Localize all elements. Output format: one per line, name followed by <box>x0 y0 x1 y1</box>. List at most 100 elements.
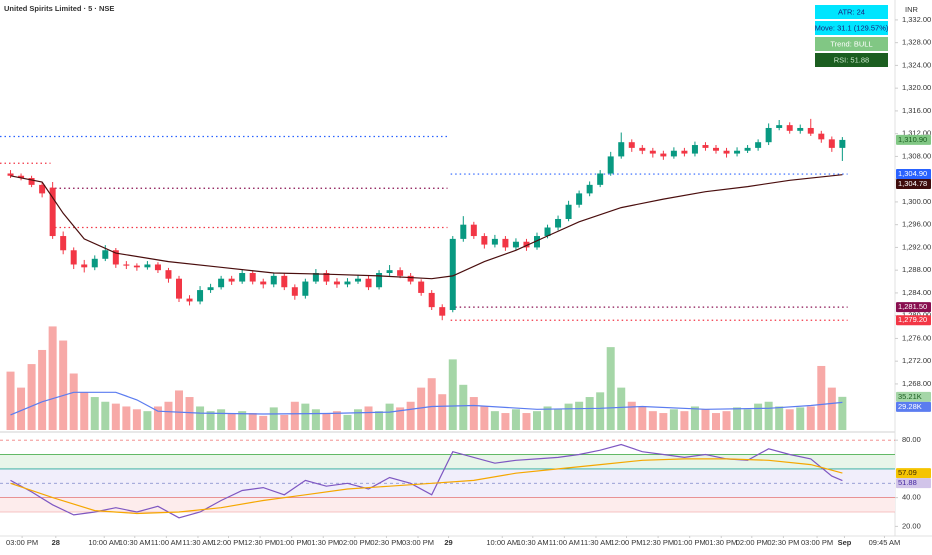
y-tick-label: 1,328.00 <box>902 38 931 47</box>
volume-bar <box>754 403 763 430</box>
info-box-label: RSI: 51.88 <box>834 55 869 64</box>
volume-bar <box>290 401 299 430</box>
x-tick-label: 01:30 PM <box>307 538 339 547</box>
candle-body <box>565 204 572 219</box>
x-tick-label: 02:00 PM <box>736 538 768 547</box>
x-tick-label: 10:00 AM <box>486 538 518 547</box>
price-tag <box>896 391 931 402</box>
info-box <box>815 37 888 51</box>
price-tag <box>896 468 931 479</box>
candle-body <box>523 241 530 248</box>
volume-bar <box>775 406 784 430</box>
price-tag-label: 35.21K <box>898 392 922 401</box>
price-tag <box>896 179 931 190</box>
price-tag-label: 51.88 <box>898 478 917 487</box>
volume-bar <box>111 403 120 430</box>
candle-body <box>755 142 762 148</box>
volume-bar <box>796 407 805 430</box>
volume-bar <box>806 406 815 430</box>
x-tick-label: 01:00 PM <box>674 538 706 547</box>
candle-body <box>818 133 825 140</box>
y-tick-label: 1,296.00 <box>902 220 931 229</box>
x-tick-label: 01:00 PM <box>276 538 308 547</box>
volume-bar <box>438 394 447 430</box>
candle-body <box>291 287 298 296</box>
rsi-band <box>0 497 895 513</box>
y-tick-label: 1,312.00 <box>902 129 931 138</box>
candle-body <box>407 275 414 282</box>
candle-body <box>81 264 88 268</box>
candle-body <box>534 236 540 248</box>
candle-body <box>723 150 730 154</box>
candle-body <box>165 270 172 279</box>
candle-body <box>270 275 277 285</box>
candle-body <box>639 147 646 151</box>
volume-bar <box>59 340 68 430</box>
volume-bar <box>332 411 341 430</box>
candle-body <box>228 278 235 282</box>
candle-body <box>365 278 372 288</box>
y-tick-label: 20.00 <box>902 521 921 530</box>
candle-body <box>839 139 846 148</box>
candle-body <box>576 193 583 205</box>
x-tick-label: 12:00 PM <box>610 538 642 547</box>
candle-body <box>355 278 361 282</box>
candle-body <box>786 125 793 131</box>
candle-body <box>39 184 46 194</box>
volume-bar <box>638 406 647 430</box>
x-tick-label: 03:00 PM <box>6 538 38 547</box>
price-tag-label: 1,279.20 <box>898 315 927 324</box>
y-tick-label: 1,280.00 <box>902 311 931 320</box>
candle-body <box>312 273 319 282</box>
volume-bar <box>585 397 594 430</box>
price-tag <box>896 302 931 313</box>
y-tick-label: 1,332.00 <box>902 15 931 24</box>
volume-bar <box>533 411 541 430</box>
candle-body <box>660 153 667 157</box>
volume-bar <box>448 359 457 430</box>
y-tick-label: 1,284.00 <box>902 288 931 297</box>
candle-body <box>28 178 35 185</box>
candle-body <box>734 150 741 154</box>
volume-bar <box>301 403 310 430</box>
candle-body <box>618 142 625 157</box>
price-tag <box>896 169 931 180</box>
volume-bar <box>690 406 699 430</box>
volume-bar <box>827 387 836 430</box>
candle-body <box>344 281 351 285</box>
candle-body <box>439 307 446 316</box>
x-tick-label: 11:30 AM <box>182 538 213 547</box>
info-box-label: Move: 31.1 (129.57%) <box>815 23 889 32</box>
volume-bar <box>522 413 531 430</box>
price-tag-label: 1,281.50 <box>898 302 927 311</box>
x-tick-label: 28 <box>52 538 60 547</box>
indicator-line <box>10 458 843 515</box>
volume-bar <box>343 414 352 430</box>
x-tick-label: 12:30 PM <box>244 538 276 547</box>
candle-body <box>49 187 56 237</box>
volume-bar <box>196 406 205 430</box>
x-tick-label: 12:30 PM <box>642 538 674 547</box>
chart-title: United Spirits Limited · 5 · NSE <box>4 4 114 13</box>
price-tag-label: 57.09 <box>898 468 917 477</box>
volume-bar <box>733 407 742 430</box>
candle-body <box>281 275 288 288</box>
y-tick-label: 80.00 <box>902 435 921 444</box>
volume-bar <box>80 392 89 430</box>
volume-bar <box>90 397 99 430</box>
candle-body <box>323 273 330 282</box>
candle-body <box>670 150 677 157</box>
price-tag <box>896 401 931 412</box>
volume-bar <box>406 401 415 430</box>
volume-bar <box>164 401 173 430</box>
volume-bar <box>259 415 268 430</box>
candle-body <box>460 224 467 239</box>
x-tick-label: 02:00 PM <box>339 538 371 547</box>
volume-bar <box>817 365 826 430</box>
price-tag-label: 1,304.78 <box>898 179 927 188</box>
candle-body <box>333 281 340 285</box>
candle-body <box>628 142 635 148</box>
info-box-label: ATR: 24 <box>838 7 865 16</box>
volume-bar <box>480 406 489 430</box>
indicator-line <box>10 391 843 416</box>
